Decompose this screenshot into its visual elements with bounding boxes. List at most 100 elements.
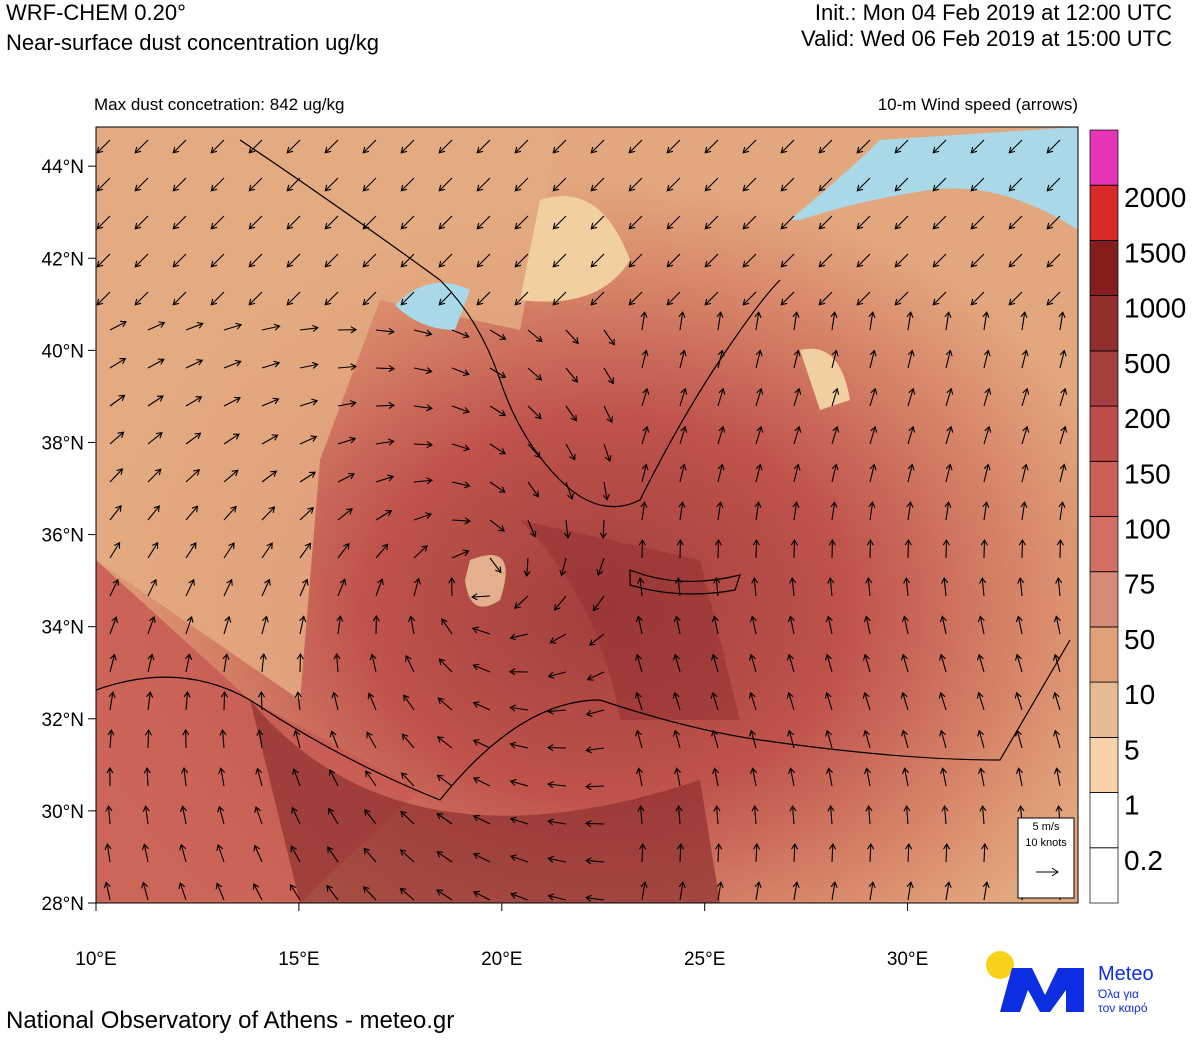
wind-arrow bbox=[856, 253, 871, 268]
wind-arrow bbox=[223, 359, 242, 369]
wind-arrow bbox=[96, 139, 111, 154]
wind-key-speed: 5 m/s bbox=[1033, 821, 1060, 833]
wind-arrow bbox=[793, 463, 801, 483]
wind-arrow bbox=[788, 767, 796, 787]
wind-arrow bbox=[1054, 767, 1061, 787]
wind-arrow bbox=[223, 433, 240, 445]
wind-arrow bbox=[472, 852, 491, 863]
wind-arrow bbox=[527, 443, 541, 459]
wind-arrow bbox=[641, 425, 650, 445]
wind-arrow bbox=[666, 253, 681, 268]
wind-arrow bbox=[894, 291, 909, 306]
wind-arrow bbox=[641, 463, 649, 483]
lat-label: 40°N bbox=[42, 341, 84, 362]
wind-arrow bbox=[109, 504, 122, 521]
wind-arrow bbox=[863, 615, 871, 635]
wind-arrow bbox=[945, 349, 953, 369]
wind-arrow bbox=[527, 405, 542, 420]
wind-arrow bbox=[362, 177, 377, 192]
wind-arrow bbox=[590, 291, 605, 306]
wind-arrow bbox=[413, 329, 433, 337]
wind-arrow bbox=[210, 291, 225, 306]
wind-arrow bbox=[216, 843, 225, 863]
wind-arrow bbox=[938, 691, 947, 711]
wind-arrow bbox=[362, 291, 377, 306]
wind-arrow bbox=[552, 253, 567, 268]
wind-arrow bbox=[96, 291, 111, 306]
colorbar-box bbox=[1089, 460, 1119, 517]
lat-label: 30°N bbox=[42, 802, 84, 823]
wind-arrow bbox=[523, 557, 531, 578]
wind-arrow bbox=[932, 177, 947, 192]
coastline bbox=[96, 639, 1071, 801]
wind-arrow bbox=[938, 653, 947, 673]
wind-arrow bbox=[827, 577, 835, 597]
wind-arrow bbox=[109, 468, 124, 483]
wind-arrow bbox=[147, 653, 155, 673]
wind-arrow bbox=[674, 767, 682, 787]
colorbar-label: 150 bbox=[1124, 458, 1171, 489]
lon-label: 10°E bbox=[75, 949, 116, 970]
wind-arrow bbox=[792, 501, 800, 521]
dust-region bbox=[520, 520, 740, 720]
wind-arrow bbox=[565, 405, 577, 422]
wind-arrow bbox=[286, 215, 301, 230]
wind-arrow bbox=[790, 538, 798, 559]
wind-arrow bbox=[472, 739, 491, 749]
wind-arrow bbox=[172, 291, 187, 306]
wind-arrow bbox=[856, 215, 871, 230]
wind-arrow bbox=[299, 435, 318, 445]
wind-arrow bbox=[476, 139, 491, 154]
wind-arrow bbox=[223, 396, 241, 407]
wind-arrow bbox=[679, 387, 688, 407]
wind-arrow bbox=[983, 349, 991, 369]
wind-arrow bbox=[146, 691, 154, 711]
wind-arrow bbox=[362, 886, 377, 901]
wind-arrow bbox=[147, 431, 163, 445]
colorbar-box bbox=[1089, 792, 1119, 849]
wind-arrow bbox=[470, 593, 491, 601]
wind-arrow bbox=[109, 541, 121, 559]
wind-arrow bbox=[547, 818, 567, 826]
wind-arrow bbox=[793, 425, 802, 445]
wind-arrow bbox=[793, 349, 801, 369]
wind-arrow bbox=[894, 177, 909, 192]
wind-arrow bbox=[675, 804, 683, 825]
wind-arrow bbox=[634, 653, 643, 673]
wind-arrow bbox=[825, 615, 833, 635]
wind-arrow bbox=[939, 615, 947, 635]
wind-arrow bbox=[448, 576, 456, 597]
wind-arrow bbox=[172, 215, 187, 230]
wind-arrow bbox=[400, 253, 415, 268]
colorbar-label: 100 bbox=[1124, 514, 1171, 545]
wind-arrow bbox=[865, 804, 873, 825]
wind-arrow bbox=[476, 215, 491, 230]
wind-arrow bbox=[714, 538, 722, 559]
colorbar-box bbox=[1089, 405, 1119, 462]
wind-arrow bbox=[780, 177, 795, 192]
wind-arrow bbox=[1058, 311, 1066, 331]
wind-arrow bbox=[590, 139, 605, 154]
wind-arrow bbox=[400, 772, 415, 787]
wind-arrow bbox=[337, 578, 347, 597]
wind-arrow bbox=[489, 443, 507, 455]
wind-arrow bbox=[438, 291, 453, 306]
wind-arrow bbox=[590, 177, 605, 192]
wind-arrow bbox=[261, 506, 276, 521]
wind-arrow bbox=[565, 481, 574, 500]
wind-arrow bbox=[755, 349, 763, 369]
slogan: Όλα για bbox=[1097, 987, 1139, 1001]
wind-arrow bbox=[742, 215, 757, 230]
wind-arrow bbox=[716, 501, 724, 521]
colorbar-box bbox=[1089, 516, 1119, 573]
wind-arrow bbox=[679, 349, 687, 369]
wind-arrow bbox=[1008, 253, 1023, 268]
wind-arrow bbox=[941, 577, 949, 597]
wind-arrow bbox=[217, 805, 225, 825]
wind-arrow bbox=[299, 615, 307, 635]
wind-arrow bbox=[509, 816, 529, 825]
wind-arrow bbox=[489, 405, 507, 417]
wind-arrow bbox=[711, 729, 719, 749]
wind-arrow bbox=[514, 291, 529, 306]
